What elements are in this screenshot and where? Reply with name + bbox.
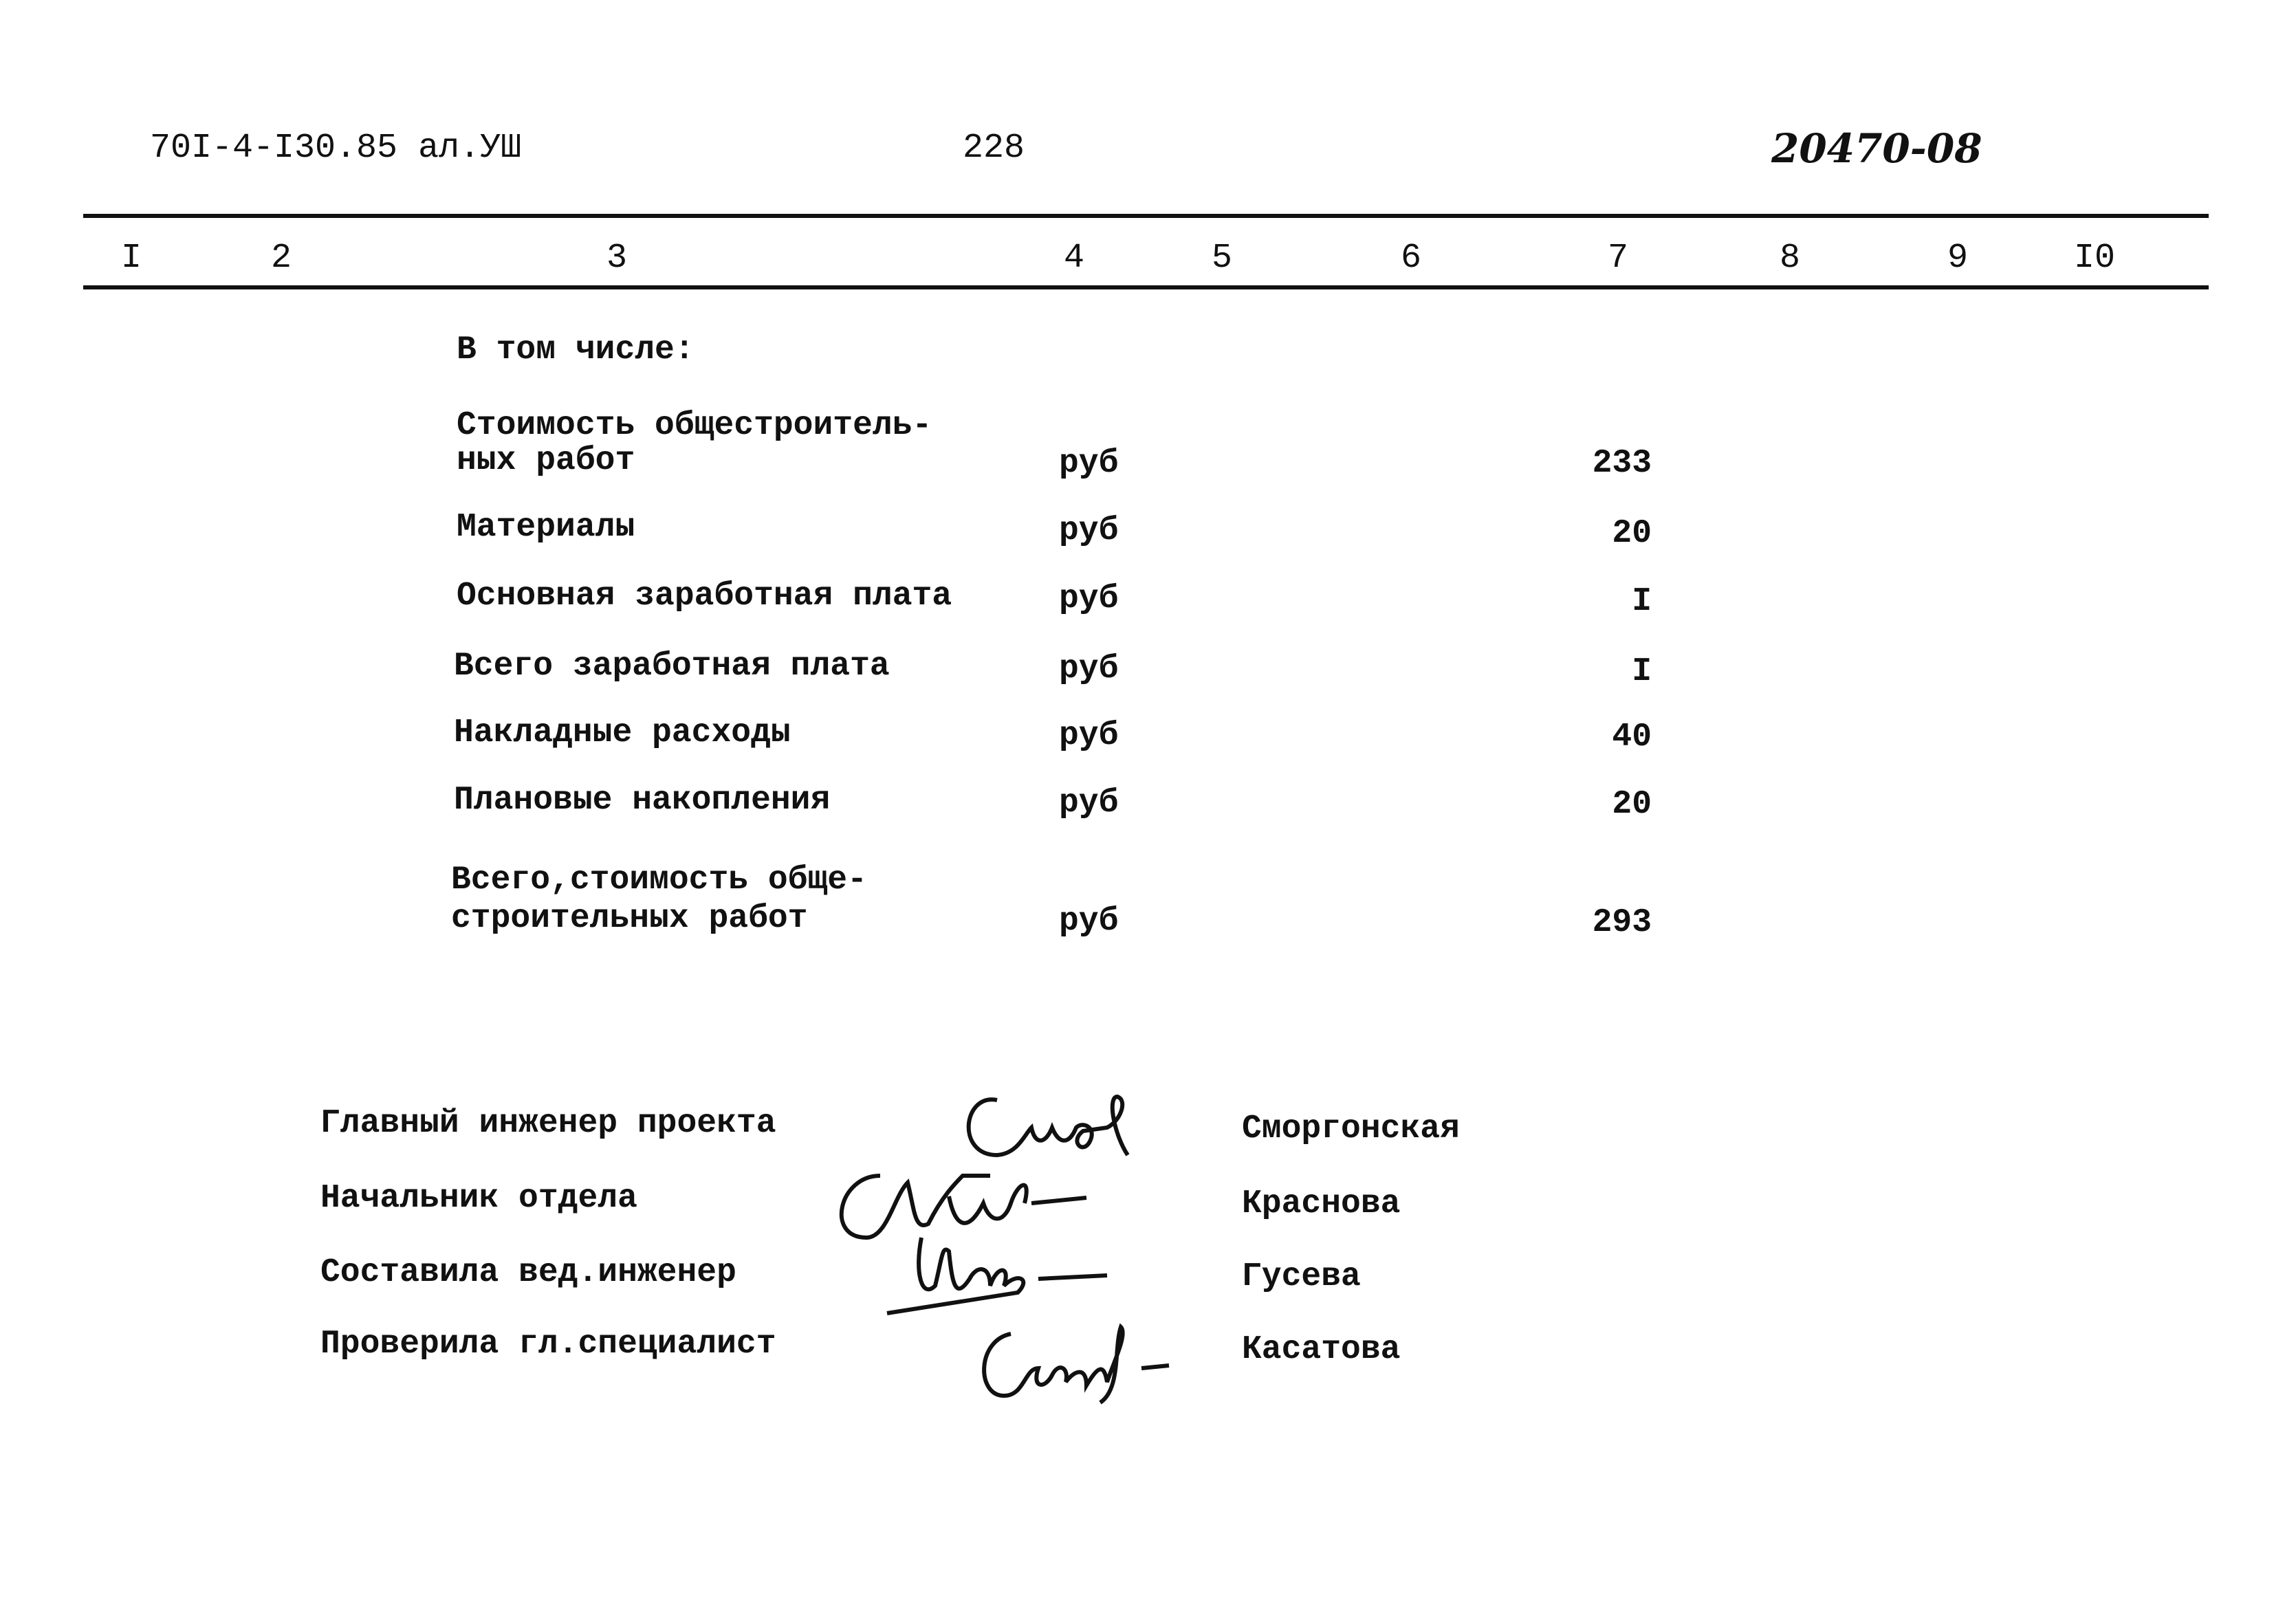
signatory-role: Начальник отдела xyxy=(320,1180,637,1217)
handwritten-signature xyxy=(839,1174,1087,1240)
handwritten-number: 20470-08 xyxy=(1771,125,1982,172)
row-label: Стоимость общестроитель- xyxy=(457,407,932,444)
row-label: Основная заработная плата xyxy=(457,578,952,615)
row-label: Накладные расходы xyxy=(454,714,791,751)
table-top-rule xyxy=(83,214,2209,218)
row-value: 293 xyxy=(1592,904,1652,941)
row-value: I xyxy=(1632,583,1652,620)
column-header: 3 xyxy=(606,239,628,278)
page-number: 228 xyxy=(963,129,1025,168)
row-value: 20 xyxy=(1612,786,1652,823)
signatory-role: Главный инженер проекта xyxy=(320,1105,776,1142)
row-unit: руб xyxy=(1059,784,1119,822)
handwritten-signature xyxy=(982,1323,1170,1405)
row-label: Материалы xyxy=(457,509,635,546)
signatory-name: Гусева xyxy=(1242,1258,1361,1295)
row-unit: руб xyxy=(1059,650,1119,688)
column-header: 4 xyxy=(1063,239,1085,278)
document-code: 70I-4-I30.85 ал.УШ xyxy=(150,129,522,168)
section-title: В том числе: xyxy=(457,331,695,369)
row-label: Всего,стоимость обще- xyxy=(451,862,867,899)
row-value: 233 xyxy=(1592,445,1652,482)
row-label-cont: ных работ xyxy=(457,442,635,479)
column-header: I xyxy=(120,239,142,278)
handwritten-signature xyxy=(966,1094,1130,1158)
row-value: 20 xyxy=(1612,515,1652,552)
column-header: 8 xyxy=(1779,239,1801,278)
signatory-name: Сморгонская xyxy=(1242,1110,1460,1148)
column-header: 2 xyxy=(270,239,292,278)
row-unit: руб xyxy=(1059,717,1119,754)
row-label-cont: строительных работ xyxy=(451,900,808,937)
signatory-name: Касатова xyxy=(1242,1331,1401,1368)
table-header-rule xyxy=(83,285,2209,289)
column-header: 9 xyxy=(1947,239,1969,278)
column-header: 5 xyxy=(1211,239,1233,278)
row-unit: руб xyxy=(1059,580,1119,617)
column-header: 7 xyxy=(1607,239,1629,278)
row-unit: руб xyxy=(1059,903,1119,940)
row-value: 40 xyxy=(1612,718,1652,756)
row-label: Плановые накопления xyxy=(454,782,831,819)
row-unit: руб xyxy=(1059,445,1119,482)
row-unit: руб xyxy=(1059,512,1119,549)
column-header: 6 xyxy=(1400,239,1422,278)
column-header: I0 xyxy=(2073,239,2116,278)
row-value: I xyxy=(1632,653,1652,690)
signatory-name: Краснова xyxy=(1242,1185,1401,1222)
signatory-role: Проверила гл.специалист xyxy=(320,1326,776,1363)
handwritten-signature xyxy=(886,1237,1108,1315)
row-label: Всего заработная плата xyxy=(454,648,890,685)
signatory-role: Составила вед.инженер xyxy=(320,1254,736,1291)
